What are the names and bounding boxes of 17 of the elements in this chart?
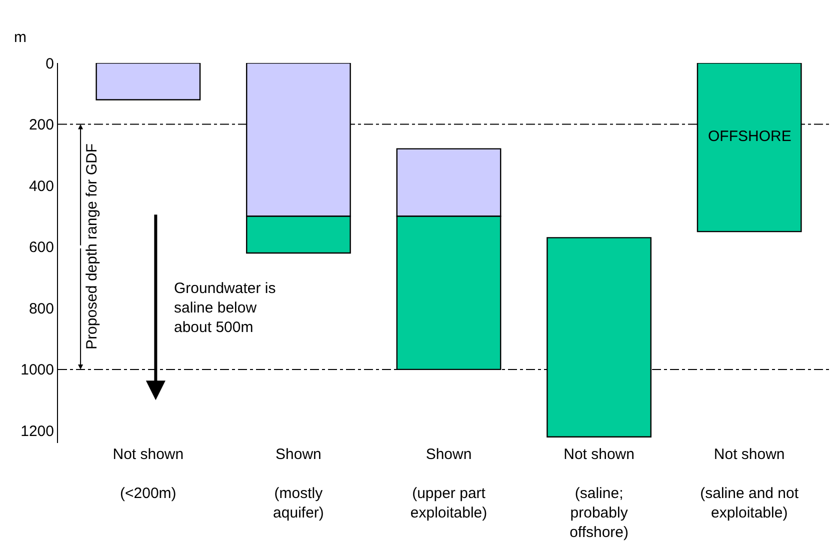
- y-tick-label: 200: [28, 116, 54, 134]
- annotation: Groundwater is saline below about 500m: [174, 280, 276, 336]
- category-label: Shown (upper part exploitable): [410, 446, 488, 522]
- annotation: OFFSHORE: [708, 128, 792, 145]
- bar: [96, 63, 201, 100]
- category-label: Shown (mostly aquifer): [273, 446, 324, 522]
- category-label: Not shown (saline and not exploitable): [700, 446, 799, 522]
- y-tick-label: 0: [46, 55, 54, 72]
- y-tick-label: 1200: [20, 422, 54, 440]
- category-label: Not shown (saline; probably offshore): [564, 446, 634, 541]
- category-label: Not shown (<200m): [112, 446, 184, 502]
- y-tick-label: 1000: [20, 362, 54, 379]
- annotation: Proposed depth range for GDF: [84, 143, 101, 350]
- y-tick-label: 600: [28, 239, 54, 256]
- y-tick-label: 800: [28, 300, 54, 318]
- y-tick-label: 400: [28, 178, 54, 195]
- y-axis-title: m: [14, 29, 26, 46]
